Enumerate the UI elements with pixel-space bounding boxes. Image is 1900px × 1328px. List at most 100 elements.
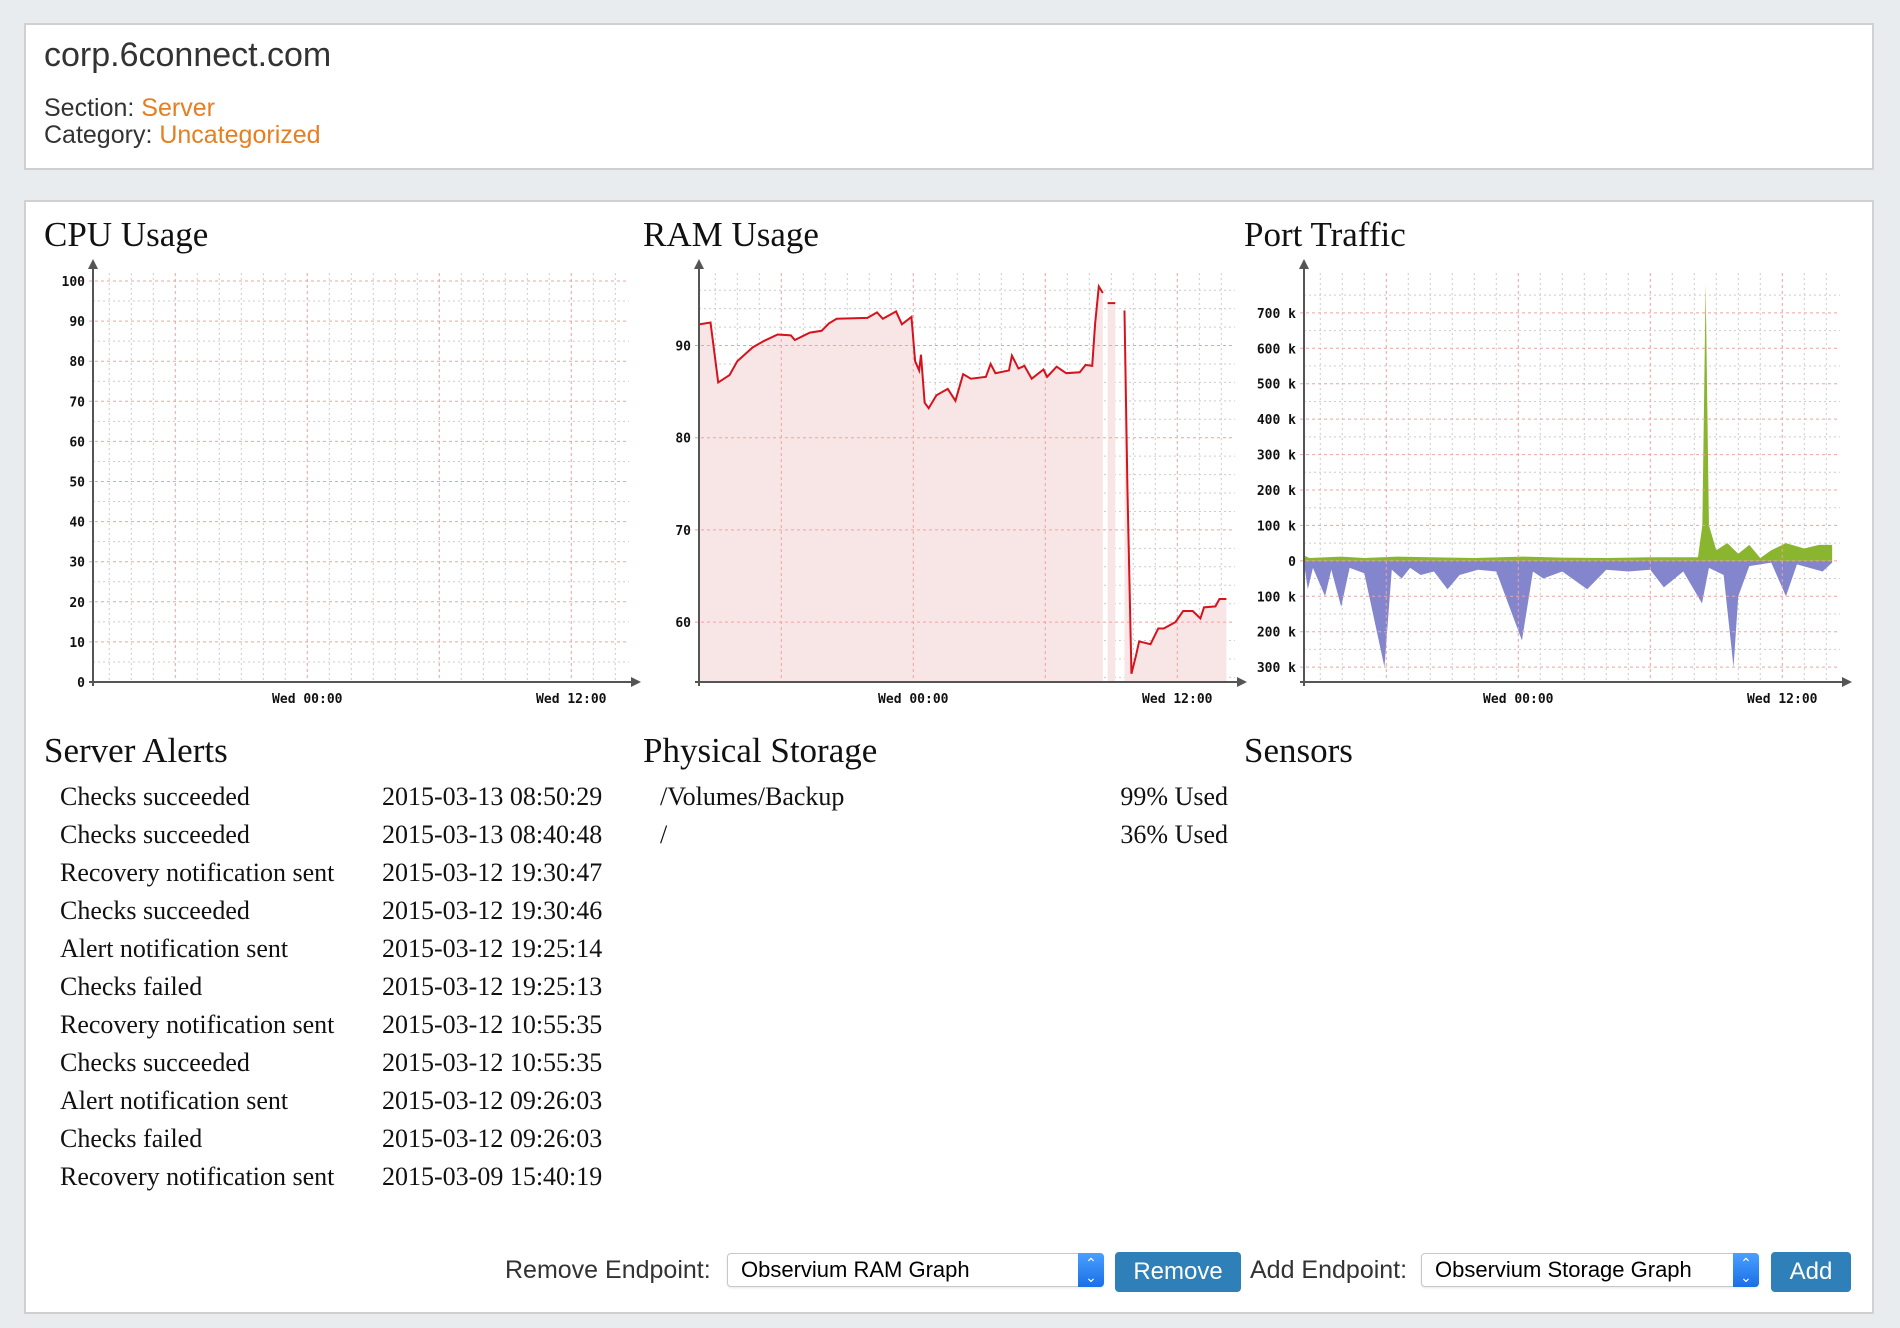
add-button[interactable]: Add bbox=[1771, 1252, 1851, 1292]
alert-time: 2015-03-13 08:40:48 bbox=[382, 820, 603, 849]
y-tick-label: 300 k bbox=[1257, 449, 1296, 464]
y-tick-label: 100 bbox=[62, 275, 86, 290]
alert-time: 2015-03-12 09:26:03 bbox=[382, 1086, 603, 1115]
y-tick-label: 100 k bbox=[1257, 590, 1296, 605]
storage-mount: / bbox=[660, 820, 668, 849]
alert-row: Recovery notification sent 2015-03-09 15:… bbox=[60, 1158, 630, 1196]
add-endpoint-selected: Observium Storage Graph bbox=[1435, 1257, 1692, 1282]
x-axis-arrow-icon bbox=[1842, 677, 1852, 687]
alert-row: Alert notification sent 2015-03-12 09:26:… bbox=[60, 1082, 630, 1120]
category-link[interactable]: Uncategorized bbox=[159, 121, 321, 149]
select-chevron-icon: ⌃ ⌄ bbox=[1078, 1253, 1104, 1287]
dashboard-panel bbox=[24, 200, 1874, 1314]
x-tick-label: Wed 00:00 bbox=[272, 692, 343, 707]
physical-storage-title: Physical Storage bbox=[643, 731, 878, 770]
category-label: Category: bbox=[44, 121, 153, 149]
y-tick-label: 400 k bbox=[1257, 413, 1296, 428]
ram-usage-line bbox=[1123, 310, 1227, 674]
y-axis-arrow-icon bbox=[88, 259, 98, 269]
y-axis-arrow-icon bbox=[694, 259, 704, 269]
y-tick-label: 30 bbox=[69, 556, 85, 571]
y-tick-label: 70 bbox=[675, 524, 691, 539]
storage-usage: 36% Used bbox=[1120, 820, 1228, 849]
alert-time: 2015-03-12 10:55:35 bbox=[382, 1010, 603, 1039]
y-tick-label: 700 k bbox=[1257, 307, 1296, 322]
alert-message: Checks succeeded bbox=[60, 1048, 250, 1077]
y-tick-label: 80 bbox=[675, 432, 691, 447]
y-tick-label: 0 bbox=[1288, 555, 1296, 570]
physical-storage-list: /Volumes/Backup 99% Used / 36% Used bbox=[660, 778, 1228, 854]
storage-row: / 36% Used bbox=[660, 816, 1228, 854]
cpu-usage-graph: 0 10 20 30 40 50 60 70 80 90 100 Wed 00:00 Wed 12:00 bbox=[62, 259, 641, 707]
alert-row: Recovery notification sent 2015-03-12 10:… bbox=[60, 1006, 630, 1044]
alert-message: Checks failed bbox=[60, 972, 203, 1001]
ram-usage-line bbox=[698, 283, 1104, 411]
ram-area-fill bbox=[1124, 310, 1227, 682]
y-tick-label: 200 k bbox=[1257, 626, 1296, 641]
alert-row: Checks failed 2015-03-12 09:26:03 bbox=[60, 1120, 630, 1158]
x-tick-label: Wed 00:00 bbox=[1483, 692, 1554, 707]
x-axis-arrow-icon bbox=[631, 677, 641, 687]
category-line: Category: Uncategorized bbox=[44, 121, 321, 150]
alert-time: 2015-03-12 09:26:03 bbox=[382, 1124, 603, 1153]
x-tick-label: Wed 12:00 bbox=[1747, 692, 1818, 707]
y-tick-label: 60 bbox=[69, 435, 85, 450]
alert-message: Recovery notification sent bbox=[60, 858, 335, 887]
cpu-usage-title: CPU Usage bbox=[44, 215, 209, 254]
x-tick-label: Wed 12:00 bbox=[1142, 692, 1213, 707]
alert-time: 2015-03-12 19:25:14 bbox=[382, 934, 603, 963]
section-label: Section: bbox=[44, 94, 135, 122]
alert-row: Checks succeeded 2015-03-13 08:50:29 bbox=[60, 778, 630, 816]
y-tick-label: 40 bbox=[69, 516, 85, 531]
alert-time: 2015-03-12 10:55:35 bbox=[382, 1048, 603, 1077]
y-tick-label: 200 k bbox=[1257, 484, 1296, 499]
storage-row: /Volumes/Backup 99% Used bbox=[660, 778, 1228, 816]
y-axis-arrow-icon bbox=[1299, 259, 1309, 269]
alert-message: Checks succeeded bbox=[60, 782, 250, 811]
add-endpoint-label: Add Endpoint: bbox=[1250, 1256, 1408, 1284]
remove-endpoint-selected: Observium RAM Graph bbox=[741, 1257, 970, 1282]
alert-row: Checks failed 2015-03-12 19:25:13 bbox=[60, 968, 630, 1006]
sensors-title: Sensors bbox=[1244, 731, 1353, 770]
ram-area-fill bbox=[699, 286, 1103, 682]
y-tick-label: 80 bbox=[69, 355, 85, 370]
y-tick-label: 500 k bbox=[1257, 378, 1296, 393]
y-tick-label: 10 bbox=[69, 636, 85, 651]
alert-message: Checks succeeded bbox=[60, 820, 250, 849]
storage-usage: 99% Used bbox=[1120, 782, 1228, 811]
y-tick-label: 20 bbox=[69, 596, 85, 611]
y-tick-label: 70 bbox=[69, 395, 85, 410]
x-axis-arrow-icon bbox=[1237, 677, 1247, 687]
alert-row: Alert notification sent 2015-03-12 19:25:… bbox=[60, 930, 630, 968]
y-tick-label: 60 bbox=[675, 616, 691, 631]
section-line: Section: Server bbox=[44, 94, 215, 123]
alert-row: Checks succeeded 2015-03-12 19:30:46 bbox=[60, 892, 630, 930]
alert-message: Alert notification sent bbox=[60, 934, 289, 963]
y-tick-label: 90 bbox=[69, 315, 85, 330]
remove-endpoint-label: Remove Endpoint: bbox=[505, 1256, 711, 1284]
alert-time: 2015-03-09 15:40:19 bbox=[382, 1162, 603, 1191]
x-tick-label: Wed 12:00 bbox=[536, 692, 607, 707]
y-tick-label: 300 k bbox=[1257, 661, 1296, 676]
remove-button[interactable]: Remove bbox=[1115, 1252, 1241, 1292]
section-link[interactable]: Server bbox=[141, 94, 215, 122]
remove-endpoint-select[interactable]: Observium RAM Graph ⌃ ⌄ bbox=[727, 1253, 1104, 1287]
ram-usage-graph: 60 70 80 90 Wed 00:00 Wed 12:00 bbox=[675, 259, 1247, 707]
alert-row: Checks succeeded 2015-03-12 10:55:35 bbox=[60, 1044, 630, 1082]
alert-message: Checks failed bbox=[60, 1124, 203, 1153]
alert-row: Recovery notification sent 2015-03-12 19:… bbox=[60, 854, 630, 892]
alert-message: Alert notification sent bbox=[60, 1086, 289, 1115]
y-tick-label: 0 bbox=[77, 676, 85, 691]
x-tick-label: Wed 00:00 bbox=[878, 692, 949, 707]
traffic-out-area bbox=[1304, 560, 1833, 668]
add-endpoint-select[interactable]: Observium Storage Graph ⌃ ⌄ bbox=[1421, 1253, 1759, 1287]
storage-mount: /Volumes/Backup bbox=[660, 782, 845, 811]
select-chevron-icon: ⌃ ⌄ bbox=[1733, 1253, 1759, 1287]
alert-time: 2015-03-12 19:25:13 bbox=[382, 972, 603, 1001]
alert-time: 2015-03-13 08:50:29 bbox=[382, 782, 603, 811]
alert-message: Recovery notification sent bbox=[60, 1162, 335, 1191]
y-tick-label: 100 k bbox=[1257, 519, 1296, 534]
y-tick-label: 50 bbox=[69, 476, 85, 491]
ram-usage-title: RAM Usage bbox=[643, 215, 819, 254]
server-alerts-list: Checks succeeded 2015-03-13 08:50:29 Check… bbox=[60, 778, 630, 1196]
